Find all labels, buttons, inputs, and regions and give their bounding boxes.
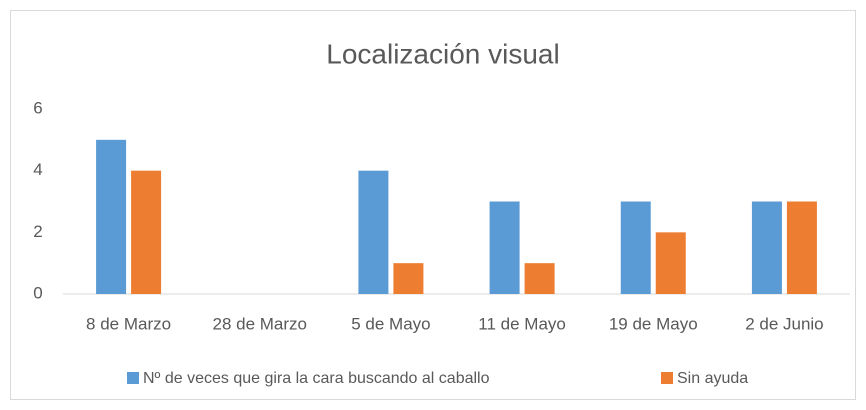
y-tick-label: 0 xyxy=(33,283,42,302)
bar xyxy=(786,201,817,294)
legend-swatch xyxy=(127,372,139,384)
chart-title: Localización visual xyxy=(326,38,559,69)
bar xyxy=(131,170,162,294)
bar xyxy=(393,263,424,294)
bar xyxy=(655,232,686,294)
x-tick-label: 11 de Mayo xyxy=(478,314,566,333)
x-tick-label: 28 de Marzo xyxy=(213,314,308,333)
x-tick-label: 19 de Mayo xyxy=(609,314,698,333)
y-tick-label: 6 xyxy=(33,98,42,117)
bar xyxy=(751,201,782,294)
x-tick-label: 8 de Marzo xyxy=(86,314,171,333)
bar xyxy=(96,139,127,294)
legend-label: Nº de veces que gira la cara buscando al… xyxy=(143,370,490,387)
bar xyxy=(358,170,389,294)
bar xyxy=(620,201,651,294)
x-tick-label: 5 de Mayo xyxy=(351,314,430,333)
legend-swatch xyxy=(661,372,673,384)
bar xyxy=(524,263,555,294)
y-tick-label: 2 xyxy=(33,222,42,241)
x-tick-label: 2 de Junio xyxy=(745,314,823,333)
legend-label: Sin ayuda xyxy=(677,370,748,387)
bar xyxy=(489,201,520,294)
y-tick-label: 4 xyxy=(33,160,42,179)
